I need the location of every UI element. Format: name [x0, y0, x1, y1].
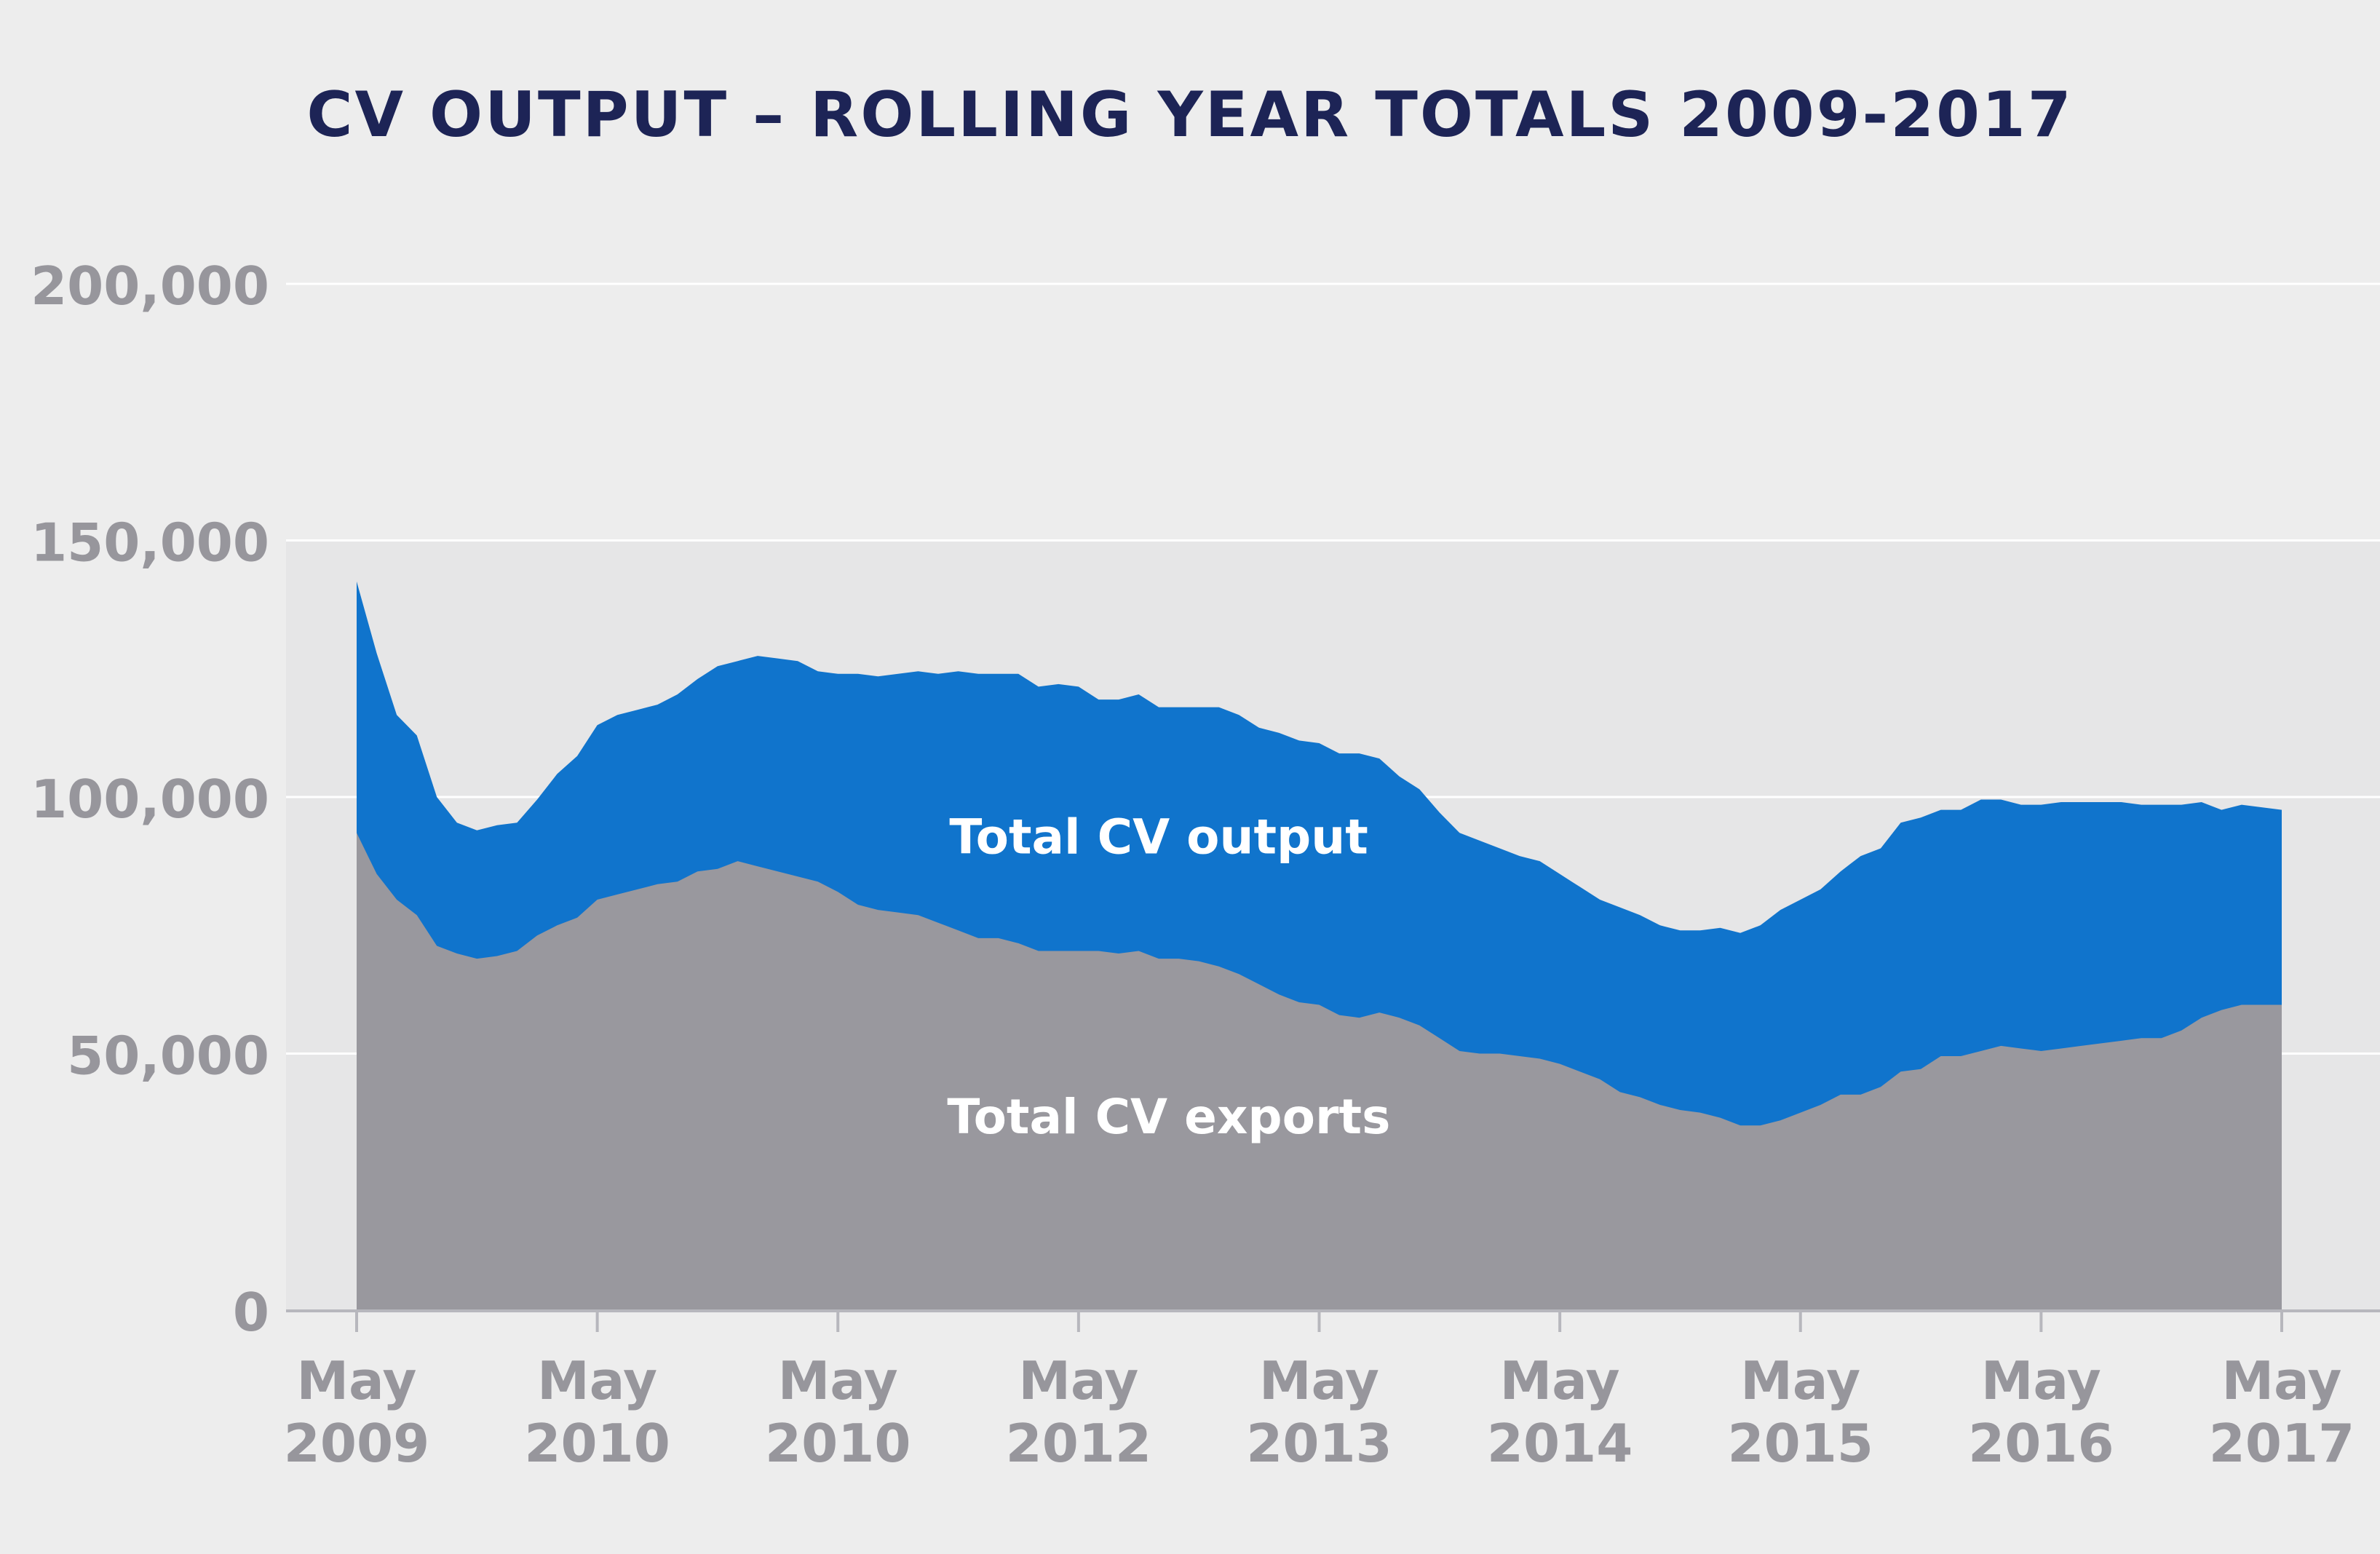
y-tick-label: 50,000: [67, 1026, 269, 1087]
x-tick-label-month: May: [778, 1350, 898, 1411]
x-tick-label-year: 2009: [284, 1413, 429, 1474]
chart-title: CV OUTPUT – ROLLING YEAR TOTALS 2009-201…: [306, 79, 2074, 151]
y-tick-label: 150,000: [31, 512, 269, 574]
x-tick-label-year: 2010: [524, 1413, 670, 1474]
x-tick-label-month: May: [1259, 1350, 1379, 1411]
x-tick-label-year: 2017: [2209, 1413, 2355, 1474]
x-tick-label-month: May: [1500, 1350, 1620, 1411]
x-tick-label-month: May: [537, 1350, 657, 1411]
x-tick-label-month: May: [1981, 1350, 2101, 1411]
x-tick-label-month: May: [2222, 1350, 2342, 1411]
x-tick-label-month: May: [1018, 1350, 1138, 1411]
y-tick-label: 0: [233, 1282, 269, 1343]
x-tick-label-year: 2012: [1006, 1413, 1151, 1474]
y-tick-label: 200,000: [31, 255, 269, 317]
series-label-total-cv-exports: Total CV exports: [947, 1089, 1390, 1145]
series-label-total-cv-output: Total CV output: [949, 809, 1368, 865]
x-tick-label-year: 2013: [1246, 1413, 1392, 1474]
x-tick-label-year: 2015: [1728, 1413, 1873, 1474]
x-tick-label-year: 2014: [1487, 1413, 1633, 1474]
x-tick-label-month: May: [1740, 1350, 1860, 1411]
x-tick-label-year: 2016: [1968, 1413, 2114, 1474]
area-series-total-cv-exports: [357, 833, 2282, 1310]
y-tick-label: 100,000: [31, 769, 269, 830]
x-tick-label-month: May: [297, 1350, 417, 1411]
x-tick-label-year: 2010: [765, 1413, 911, 1474]
